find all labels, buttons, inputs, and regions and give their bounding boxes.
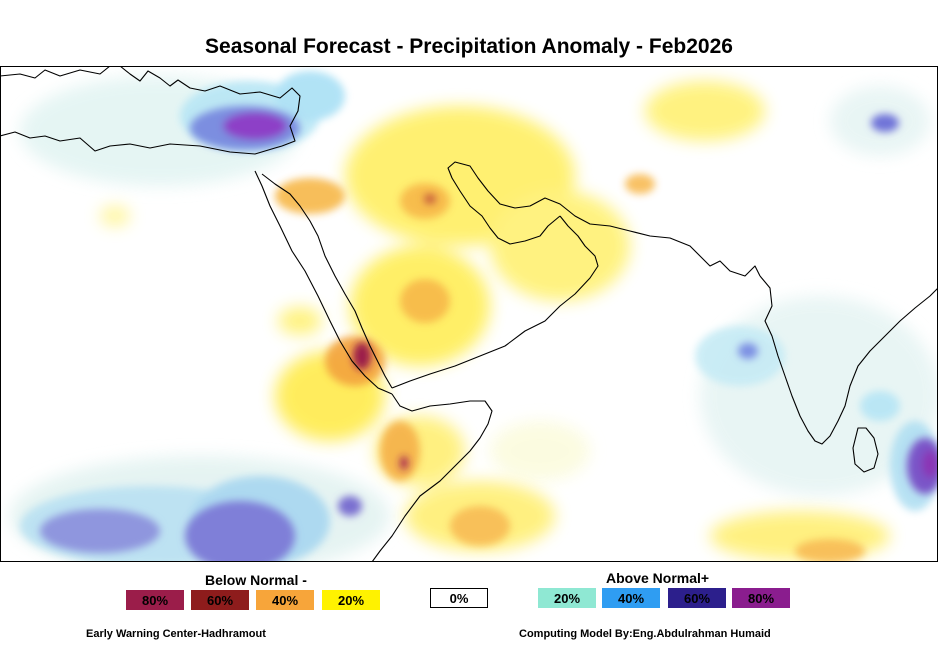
above-swatch-60: 60% (668, 588, 726, 608)
coastlines (0, 66, 938, 562)
below-swatch-20: 20% (322, 590, 380, 610)
footer-left: Early Warning Center-Hadhramout (86, 628, 266, 640)
above-swatch-20: 20% (538, 588, 596, 608)
below-normal-title: Below Normal - (205, 572, 307, 588)
below-swatch-40: 40% (256, 590, 314, 610)
zero-swatch: 0% (430, 588, 488, 608)
anomaly-layer-red (353, 194, 436, 470)
above-swatch-40: 40% (602, 588, 660, 608)
anomaly-layer-blue (40, 106, 938, 562)
page-title: Seasonal Forecast - Precipitation Anomal… (205, 35, 733, 58)
below-swatch-80: 80% (126, 590, 184, 610)
footer-right: Computing Model By:Eng.Abdulrahman Humai… (519, 628, 771, 640)
precipitation-map (0, 66, 938, 562)
below-swatch-60: 60% (191, 590, 249, 610)
above-swatch-80: 80% (732, 588, 790, 608)
above-normal-title: Above Normal+ (606, 570, 710, 586)
